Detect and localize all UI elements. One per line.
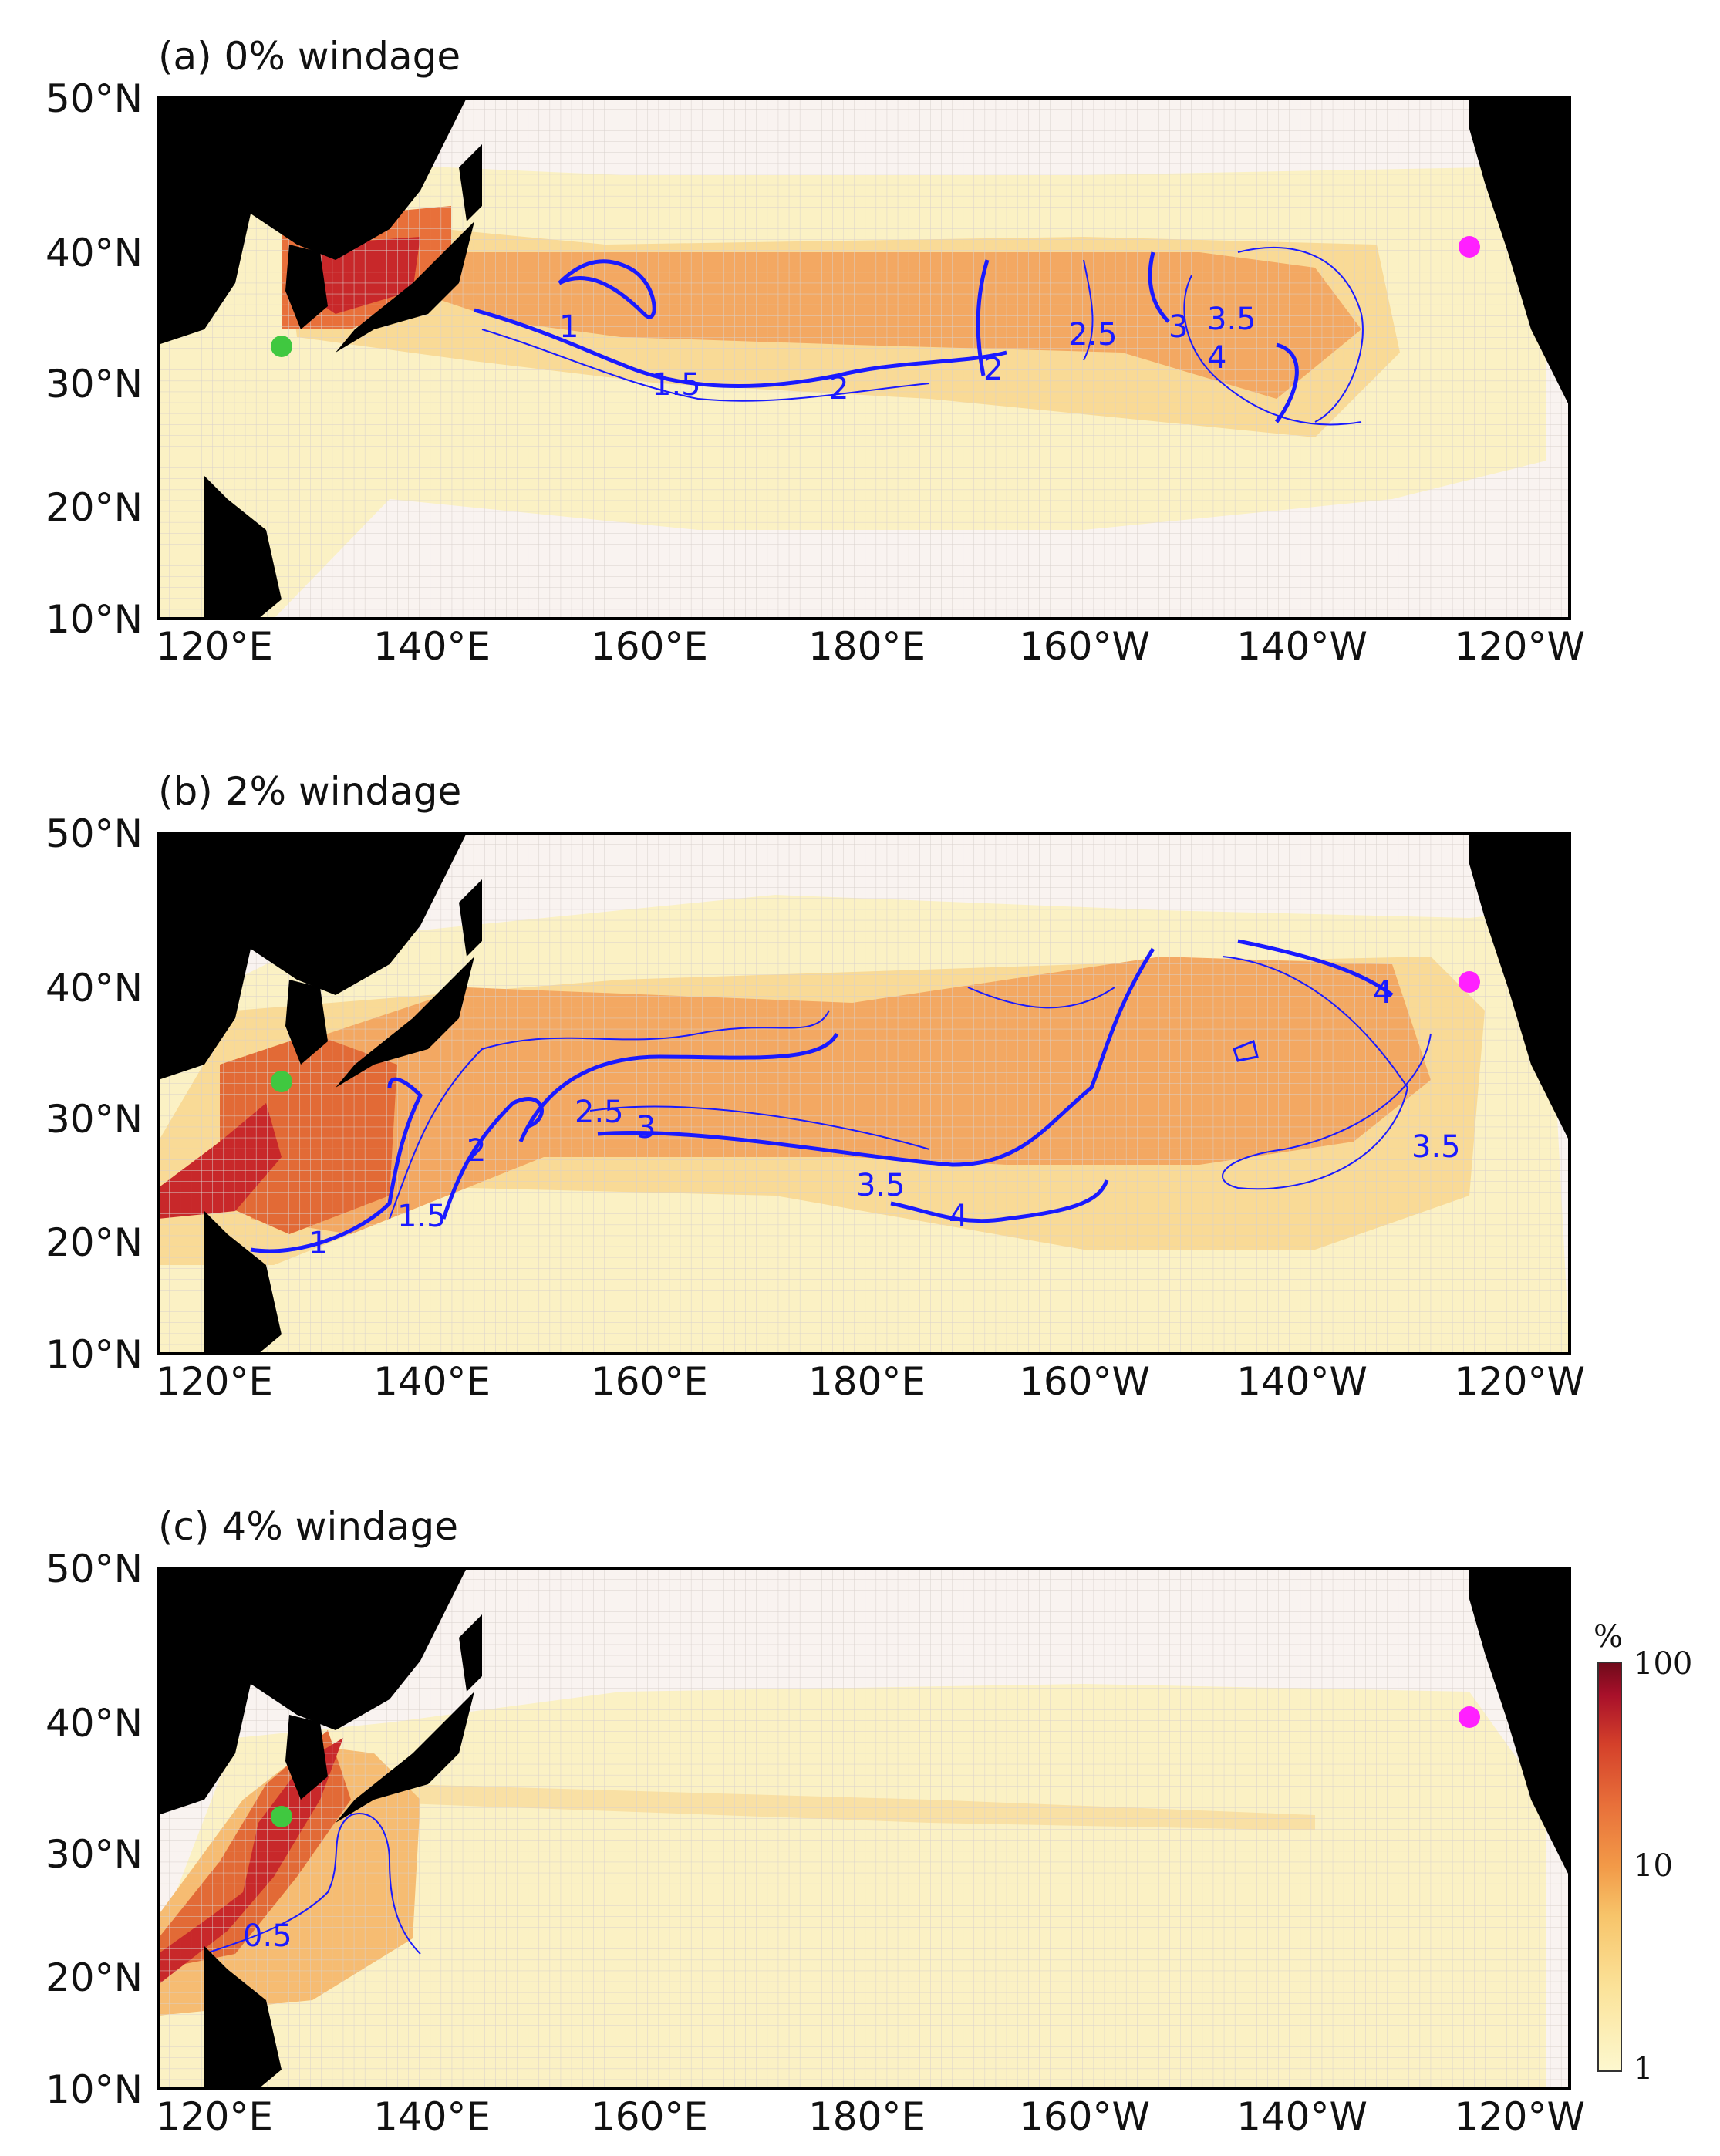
contour-label: 2.5 xyxy=(1068,317,1118,353)
source-marker xyxy=(271,1806,292,1827)
lon-tick-label: 140°W xyxy=(1236,1359,1368,1404)
target-marker xyxy=(1459,236,1480,258)
source-marker xyxy=(271,1071,292,1092)
lat-tick-label: 50°N xyxy=(46,1547,143,1591)
lon-tick-label: 120°W xyxy=(1454,2094,1585,2139)
target-marker xyxy=(1459,971,1480,993)
lon-tick-label: 140°E xyxy=(373,2094,491,2139)
lon-tick-label: 120°E xyxy=(156,1359,273,1404)
contour-label: 1 xyxy=(559,309,578,345)
colorbar-tick-label: 10 xyxy=(1634,1848,1673,1884)
lon-tick-label: 160°E xyxy=(591,1359,708,1404)
lat-tick-label: 50°N xyxy=(46,76,143,121)
lat-tick-label: 30°N xyxy=(46,362,143,407)
contour-labels-b: 1 1.5 2 2.5 3 3.5 3.5 4 4 xyxy=(309,975,1461,1261)
lon-tick-label: 120°W xyxy=(1454,624,1585,669)
land xyxy=(158,833,1570,1354)
contour-label: 2 xyxy=(983,352,1003,387)
colorbar: % 100 10 1 xyxy=(1594,1619,1692,2087)
target-marker xyxy=(1459,1706,1480,1728)
contour-label: 4 xyxy=(1207,340,1226,376)
axes-panel-c: 50°N 40°N 30°N 20°N 10°N 120°E 140°E 160… xyxy=(46,1547,1585,2139)
colorbar-unit: % xyxy=(1594,1619,1623,1655)
lat-tick-label: 10°N xyxy=(46,1332,143,1377)
colorbar-gradient xyxy=(1597,1662,1622,2072)
lat-tick-label: 20°N xyxy=(46,485,143,530)
axes-panel-b: 50°N 40°N 30°N 20°N 10°N 120°E 140°E 160… xyxy=(46,811,1585,1404)
lat-tick-label: 30°N xyxy=(46,1097,143,1142)
lat-tick-label: 10°N xyxy=(46,2067,143,2112)
land xyxy=(158,98,1570,619)
panel-title: (c) 4% windage xyxy=(158,1504,458,1549)
map-frame xyxy=(157,96,1571,620)
contour-label: 3 xyxy=(636,1110,656,1145)
contour-lines xyxy=(474,246,1364,426)
contour-label: 3.5 xyxy=(1411,1129,1461,1165)
lat-tick-label: 40°N xyxy=(46,1701,143,1746)
lon-tick-label: 140°W xyxy=(1236,2094,1368,2139)
lon-tick-label: 140°E xyxy=(373,624,491,669)
lat-tick-label: 20°N xyxy=(46,1220,143,1265)
contour-label: 4 xyxy=(949,1199,968,1234)
contour-lines xyxy=(204,1813,421,1955)
axes-panel-a: 50°N 40°N 30°N 20°N 10°N 120°E 140°E 160… xyxy=(46,76,1585,669)
panel-a: 1 1.5 2 2 2.5 3 3.5 4 xyxy=(157,96,1571,620)
colorbar-tick-label: 100 xyxy=(1634,1646,1692,1682)
panel-c: 0.5 xyxy=(157,1567,1571,2090)
contour-label: 2 xyxy=(829,371,848,407)
lat-tick-label: 10°N xyxy=(46,597,143,642)
contour-label: 1.5 xyxy=(397,1199,447,1234)
lat-tick-label: 40°N xyxy=(46,966,143,1011)
lon-tick-label: 140°E xyxy=(373,1359,491,1404)
lon-tick-label: 160°E xyxy=(591,624,708,669)
panel-title: (a) 0% windage xyxy=(158,34,460,79)
contour-label: 1.5 xyxy=(652,367,701,403)
lon-tick-label: 180°E xyxy=(808,1359,926,1404)
lon-tick-label: 180°E xyxy=(808,624,926,669)
lat-tick-label: 40°N xyxy=(46,231,143,275)
lon-tick-label: 180°E xyxy=(808,2094,926,2139)
source-marker xyxy=(271,336,292,357)
contour-label: 4 xyxy=(1373,975,1392,1011)
land xyxy=(158,1568,1570,2089)
contour-lines xyxy=(250,939,1432,1253)
contour-label: 3.5 xyxy=(856,1168,906,1203)
map-frame xyxy=(157,832,1571,1355)
lon-tick-label: 120°E xyxy=(156,2094,273,2139)
lon-tick-label: 160°W xyxy=(1019,2094,1150,2139)
lat-tick-label: 20°N xyxy=(46,1955,143,2000)
panel-b: 1 1.5 2 2.5 3 3.5 3.5 4 4 xyxy=(157,832,1571,1355)
lon-tick-label: 160°W xyxy=(1019,624,1150,669)
lat-tick-label: 50°N xyxy=(46,811,143,856)
contour-labels-c: 0.5 xyxy=(243,1918,292,1954)
lat-tick-label: 30°N xyxy=(46,1832,143,1877)
panel-title: (b) 2% windage xyxy=(158,769,461,814)
lon-tick-label: 160°W xyxy=(1019,1359,1150,1404)
lon-tick-label: 120°W xyxy=(1454,1359,1585,1404)
map-frame xyxy=(157,1567,1571,2090)
contour-label: 0.5 xyxy=(243,1918,292,1954)
lon-tick-label: 140°W xyxy=(1236,624,1368,669)
contour-label: 1 xyxy=(309,1226,328,1261)
contour-labels-a: 1 1.5 2 2 2.5 3 3.5 4 xyxy=(559,302,1256,407)
lon-tick-label: 120°E xyxy=(156,624,273,669)
contour-label: 2.5 xyxy=(575,1095,624,1130)
lon-tick-label: 160°E xyxy=(591,2094,708,2139)
contour-label: 3 xyxy=(1169,309,1188,345)
contour-label: 2 xyxy=(467,1133,486,1169)
colorbar-tick-label: 1 xyxy=(1634,2051,1653,2087)
contour-label: 3.5 xyxy=(1207,302,1256,337)
